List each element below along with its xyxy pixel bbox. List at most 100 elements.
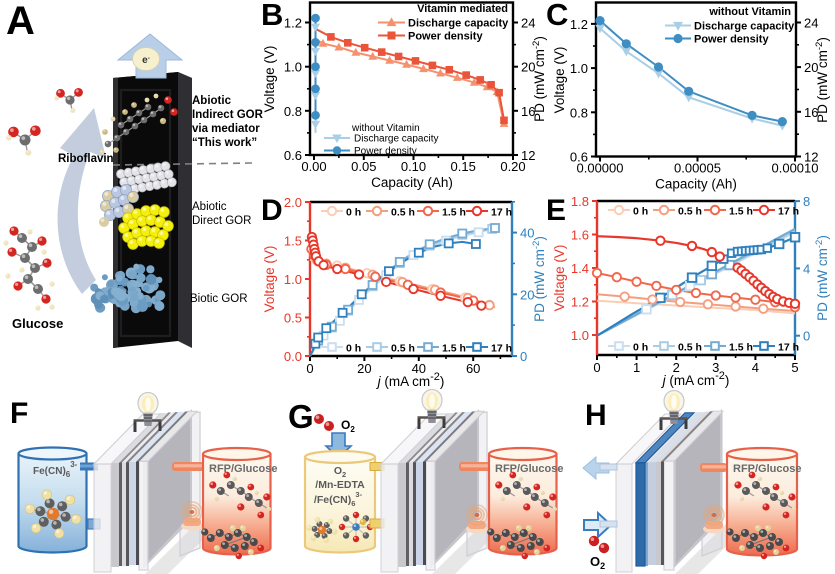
svg-text:Direct GOR: Direct GOR <box>192 215 251 227</box>
svg-text:B: B <box>261 0 283 32</box>
svg-text:1.5: 1.5 <box>284 234 302 249</box>
svg-text:Voltage (V): Voltage (V) <box>552 47 567 114</box>
svg-text:1.0: 1.0 <box>284 272 302 287</box>
svg-text:without Vitamin: without Vitamin <box>708 6 791 18</box>
svg-text:RFP/Glucose: RFP/Glucose <box>495 463 563 475</box>
svg-text:8: 8 <box>803 194 810 209</box>
svg-text:0.8: 0.8 <box>284 104 302 119</box>
svg-text:H: H <box>585 399 607 432</box>
svg-text:0: 0 <box>306 361 313 376</box>
svg-text:0.0: 0.0 <box>284 349 302 364</box>
svg-text:1.2: 1.2 <box>570 17 588 32</box>
svg-text:2: 2 <box>673 360 680 375</box>
svg-text:0 h: 0 h <box>633 206 648 218</box>
svg-text:D: D <box>261 194 283 227</box>
svg-text:“This work”: “This work” <box>192 137 257 149</box>
svg-text:G: G <box>288 398 314 435</box>
svg-text:0: 0 <box>593 360 600 375</box>
svg-text:RFP/Glucose: RFP/Glucose <box>209 463 277 475</box>
svg-text:j (mA cm-2): j (mA cm-2) <box>376 371 445 389</box>
svg-text:1.2: 1.2 <box>284 16 302 31</box>
svg-text:1.0: 1.0 <box>284 60 302 75</box>
svg-text:0.20: 0.20 <box>500 159 525 174</box>
svg-text:0 h: 0 h <box>633 342 648 354</box>
svg-text:Voltage (V): Voltage (V) <box>552 245 567 312</box>
svg-text:PD (mW cm-2): PD (mW cm-2) <box>814 235 831 321</box>
svg-text:1.0: 1.0 <box>570 61 588 76</box>
svg-text:1.0: 1.0 <box>571 328 589 343</box>
svg-text:0.5 h: 0.5 h <box>391 343 415 355</box>
svg-text:0.6: 0.6 <box>570 150 588 165</box>
svg-text:Vitamin mediated: Vitamin mediated <box>417 3 508 15</box>
svg-text:Biotic GOR: Biotic GOR <box>190 293 248 305</box>
svg-text:24: 24 <box>521 16 535 31</box>
svg-text:0.5 h: 0.5 h <box>391 207 415 219</box>
svg-text:1.8: 1.8 <box>571 194 589 209</box>
svg-text:0.00010: 0.00010 <box>772 161 819 176</box>
svg-text:0.00: 0.00 <box>301 159 326 174</box>
svg-text:A: A <box>6 0 35 43</box>
svg-text:0.5: 0.5 <box>284 311 302 326</box>
svg-text:0.15: 0.15 <box>451 159 476 174</box>
svg-text:0.00000: 0.00000 <box>577 161 624 176</box>
svg-text:16: 16 <box>804 105 818 120</box>
svg-text:1.5 h: 1.5 h <box>442 343 466 355</box>
svg-text:17 h: 17 h <box>778 206 799 218</box>
svg-text:RFP/Glucose: RFP/Glucose <box>733 463 801 475</box>
svg-text:Capacity (Ah): Capacity (Ah) <box>655 177 737 192</box>
svg-text:0.5 h: 0.5 h <box>678 206 702 218</box>
svg-text:Power density: Power density <box>408 31 483 43</box>
svg-text:via mediator: via mediator <box>192 123 260 135</box>
svg-text:/Mn-EDTA: /Mn-EDTA <box>315 479 365 491</box>
svg-text:E: E <box>546 194 566 227</box>
svg-text:5: 5 <box>791 360 798 375</box>
svg-text:20: 20 <box>520 287 534 302</box>
svg-text:0: 0 <box>803 329 810 344</box>
svg-text:40: 40 <box>412 361 426 376</box>
svg-text:PD (mW cm-2): PD (mW cm-2) <box>531 236 548 322</box>
svg-text:2.0: 2.0 <box>284 195 302 210</box>
svg-text:0 h: 0 h <box>346 207 361 219</box>
svg-text:/Fe(CN)63-: /Fe(CN)63- <box>314 490 363 508</box>
svg-text:12: 12 <box>804 150 818 165</box>
svg-text:F: F <box>10 397 28 430</box>
svg-text:Abiotic: Abiotic <box>192 95 232 107</box>
svg-text:Discharge capacity: Discharge capacity <box>694 21 795 33</box>
svg-text:16: 16 <box>521 104 535 119</box>
svg-text:0.00005: 0.00005 <box>674 161 721 176</box>
svg-text:Voltage (V): Voltage (V) <box>262 246 277 313</box>
svg-text:17 h: 17 h <box>778 342 799 354</box>
svg-text:Riboflavin: Riboflavin <box>58 153 114 165</box>
svg-text:0: 0 <box>520 349 527 364</box>
svg-text:Voltage (V): Voltage (V) <box>262 46 277 113</box>
svg-text:Power density: Power density <box>694 34 769 46</box>
svg-text:17 h: 17 h <box>491 207 512 219</box>
svg-text:1.5 h: 1.5 h <box>729 342 753 354</box>
svg-text:j (mA cm-2): j (mA cm-2) <box>661 370 730 388</box>
svg-text:0.05: 0.05 <box>351 159 376 174</box>
svg-text:Abiotic: Abiotic <box>192 201 227 213</box>
svg-text:0 h: 0 h <box>346 343 361 355</box>
svg-text:Capacity (Ah): Capacity (Ah) <box>371 175 453 190</box>
svg-text:C: C <box>546 0 568 32</box>
svg-text:60: 60 <box>466 361 480 376</box>
svg-text:Discharge capacity: Discharge capacity <box>354 134 438 145</box>
svg-text:20: 20 <box>357 361 371 376</box>
svg-text:e-: e- <box>142 55 150 67</box>
svg-text:1.5 h: 1.5 h <box>729 206 753 218</box>
svg-text:20: 20 <box>804 60 818 75</box>
svg-text:40: 40 <box>520 226 534 241</box>
svg-text:24: 24 <box>804 16 818 31</box>
svg-text:1.6: 1.6 <box>571 228 589 243</box>
svg-text:0.10: 0.10 <box>401 159 426 174</box>
svg-text:4: 4 <box>803 261 810 276</box>
svg-text:Indirect GOR: Indirect GOR <box>192 109 264 121</box>
svg-text:PD (mW cm-2): PD (mW cm-2) <box>531 36 548 122</box>
svg-text:17 h: 17 h <box>491 343 512 355</box>
svg-text:12: 12 <box>521 148 535 163</box>
svg-text:1.4: 1.4 <box>571 261 589 276</box>
svg-text:1.2: 1.2 <box>571 295 589 310</box>
svg-text:1.5 h: 1.5 h <box>442 207 466 219</box>
svg-text:0.5 h: 0.5 h <box>678 342 702 354</box>
svg-text:PD (mW cm-2): PD (mW cm-2) <box>814 37 831 123</box>
